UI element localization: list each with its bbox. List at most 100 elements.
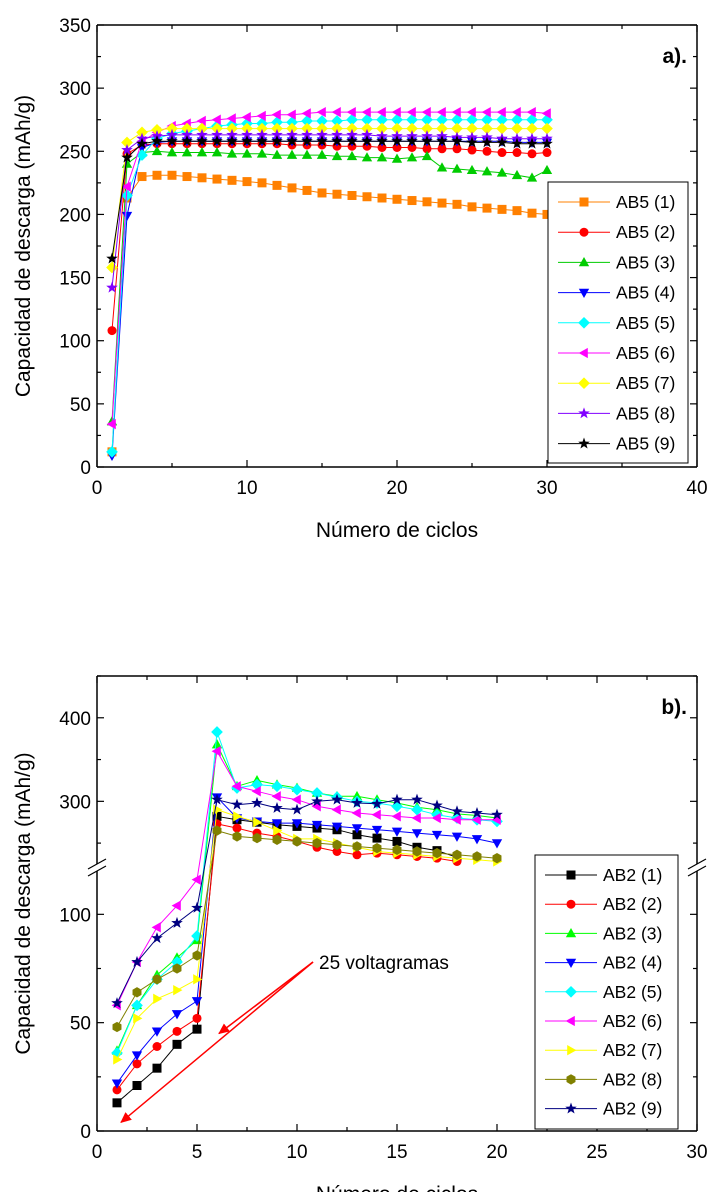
x-tick-label: 10	[286, 1142, 307, 1163]
x-tick-label: 10	[236, 478, 257, 499]
data-point	[436, 135, 448, 147]
series-line	[111, 111, 548, 425]
data-point	[491, 839, 503, 849]
data-point	[256, 110, 266, 122]
data-point	[406, 106, 416, 118]
data-point	[226, 148, 238, 158]
data-point	[492, 852, 502, 864]
data-point	[466, 122, 478, 135]
series-9	[106, 135, 553, 264]
data-point	[232, 823, 242, 833]
y-tick-label: 100	[59, 332, 91, 353]
data-point	[526, 106, 536, 118]
data-point	[491, 808, 503, 820]
data-point	[211, 793, 223, 805]
data-point	[302, 185, 312, 195]
data-point	[271, 149, 283, 159]
data-point	[526, 122, 538, 135]
data-point	[392, 142, 402, 152]
data-point	[371, 809, 381, 820]
data-point	[271, 791, 281, 802]
data-point	[411, 829, 423, 839]
x-tick-label: 0	[92, 1142, 103, 1163]
data-point	[437, 198, 447, 208]
data-point	[351, 796, 363, 808]
data-point	[166, 147, 178, 157]
data-point	[106, 418, 116, 430]
x-tick-label: 15	[386, 1142, 407, 1163]
data-point	[151, 145, 163, 156]
data-point	[311, 787, 323, 799]
data-point	[331, 106, 341, 118]
data-point	[346, 106, 356, 118]
data-point	[436, 162, 448, 172]
data-point	[451, 135, 463, 147]
data-point	[171, 900, 181, 911]
data-point	[166, 122, 178, 135]
data-point	[347, 190, 357, 200]
data-point	[331, 793, 343, 805]
data-point	[196, 122, 208, 135]
data-point	[121, 211, 133, 222]
data-point	[511, 122, 523, 135]
data-point	[252, 832, 262, 844]
data-point	[512, 206, 522, 216]
legend-marker	[566, 870, 576, 880]
data-point	[391, 793, 403, 805]
data-point	[311, 820, 323, 831]
data-point	[121, 136, 133, 149]
data-point	[301, 149, 313, 159]
data-point	[272, 180, 282, 190]
data-point	[331, 122, 343, 135]
data-point	[391, 800, 403, 813]
data-point	[226, 122, 238, 135]
data-point	[512, 148, 522, 158]
data-point	[241, 135, 253, 147]
data-point	[406, 122, 418, 135]
y-tick-label: 50	[70, 395, 91, 416]
data-point	[152, 1063, 162, 1073]
data-point	[233, 811, 243, 822]
data-point	[256, 122, 268, 135]
data-point	[226, 135, 238, 147]
data-point	[332, 189, 342, 199]
legend-marker	[578, 407, 590, 419]
data-point	[152, 974, 162, 985]
data-point	[452, 199, 462, 209]
x-tick-label: 40	[686, 478, 707, 499]
data-point	[271, 128, 283, 140]
data-point	[316, 115, 328, 127]
data-point	[352, 830, 362, 840]
data-point	[392, 836, 402, 846]
axis-break-mark	[687, 865, 707, 877]
legend-marker	[565, 928, 577, 938]
y-tick-label: 250	[59, 142, 91, 163]
panel-label: a).	[662, 45, 687, 68]
data-point	[346, 128, 358, 140]
data-point	[331, 804, 341, 815]
data-point	[527, 149, 537, 159]
series-line	[111, 143, 548, 331]
data-point	[376, 135, 388, 147]
data-point	[196, 128, 208, 140]
axis-break-mark	[87, 865, 107, 877]
data-point	[361, 122, 373, 135]
legend-label: AB5 (3)	[616, 252, 675, 272]
data-point	[271, 109, 281, 120]
data-point	[317, 188, 327, 198]
series-line	[111, 150, 548, 422]
data-point	[391, 827, 403, 837]
data-point	[211, 739, 223, 749]
y-tick-label: 50	[70, 1014, 91, 1035]
data-point	[241, 148, 253, 158]
series-9	[111, 793, 503, 1009]
data-point	[273, 825, 283, 836]
data-point	[471, 806, 483, 818]
data-point	[331, 128, 343, 140]
data-point	[286, 135, 298, 147]
y-axis-title: Capacidad de descarga (mAh/g)	[12, 95, 35, 397]
legend-marker	[565, 1102, 577, 1114]
data-point	[541, 137, 553, 149]
legend-marker	[578, 288, 590, 298]
data-point	[121, 189, 133, 202]
